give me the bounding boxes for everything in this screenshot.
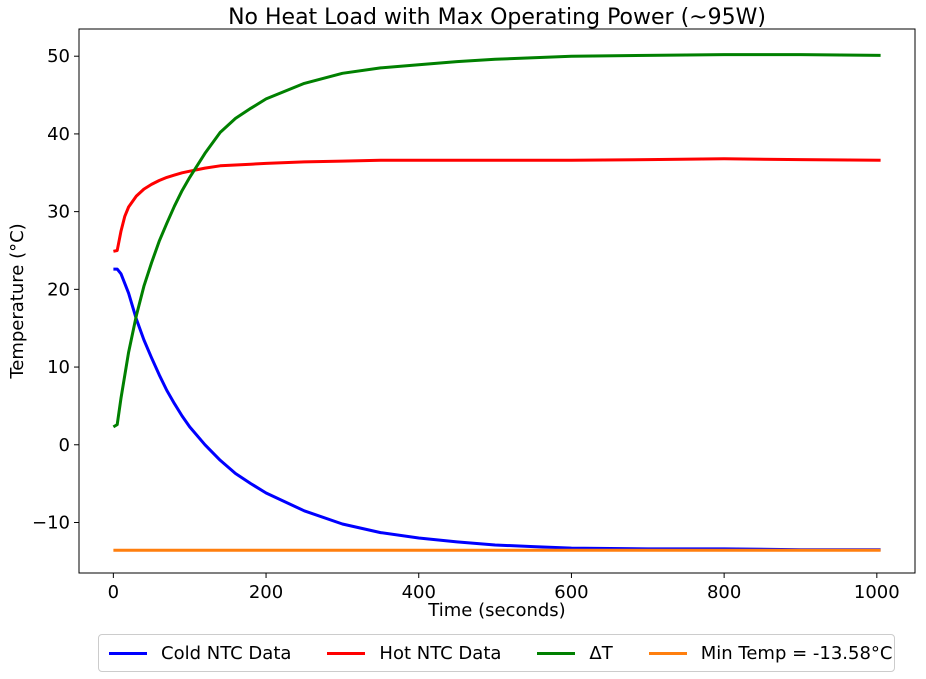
y-tick-label: 30 [47,202,70,223]
legend-label: Hot NTC Data [379,642,502,664]
legend-item: Hot NTC Data [327,643,501,664]
ticks-layer: 0 200 400 600 800 1000 −10 0 10 20 30 40 50 [32,46,900,603]
x-tick-label: 800 [707,582,741,603]
y-tick-label: 0 [59,435,70,456]
legend-swatch [327,651,366,655]
series-line-1 [113,157,881,253]
legend-swatch [537,651,576,655]
chart-title: No Heat Load with Max Operating Power (~… [228,5,766,30]
y-tick-label: 20 [47,279,70,300]
y-axis-title: Temperature (°C) [7,223,28,379]
series-line-0 [113,267,881,552]
y-tick-label: −10 [32,512,70,533]
legend-swatch [109,651,147,655]
legend-swatch [648,651,687,655]
legend-label: Cold NTC Data [161,642,292,664]
y-tick-label: 50 [47,46,70,67]
legend-item: Min Temp = -13.58°C [648,642,893,664]
y-tick-label: 40 [47,124,70,145]
plot-frame [78,28,916,574]
x-tick-label: 400 [402,582,436,603]
series-layer [112,53,881,552]
legend-label: ΔT [589,642,613,664]
x-tick-label: 200 [249,582,283,603]
legend-label: Min Temp = -13.58°C [700,642,893,664]
legend-item: ΔT [537,642,613,664]
x-tick-label: 600 [554,582,588,603]
legend: Cold NTC Data Hot NTC Data ΔT Min Temp = -1… [98,634,895,672]
x-tick-label: 1000 [854,582,900,603]
series-line-2 [112,53,881,429]
x-tick-label: 0 [108,582,119,603]
x-axis-title: Time (seconds) [427,600,565,621]
legend-item: Cold NTC Data [109,643,291,664]
y-tick-label: 10 [47,357,70,378]
